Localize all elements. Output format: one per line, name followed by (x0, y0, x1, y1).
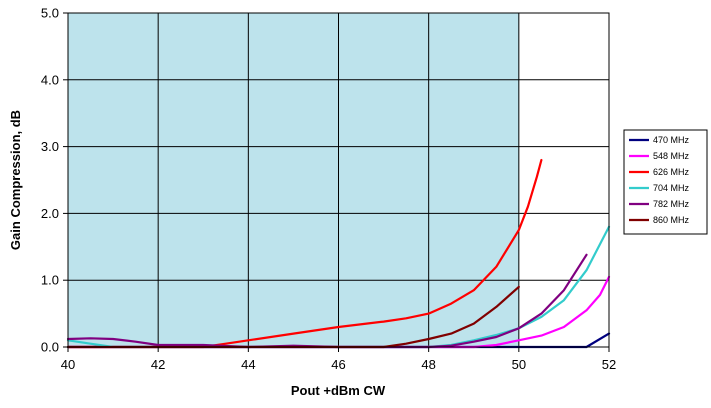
legend-label: 704 MHz (653, 183, 690, 193)
y-tick-label: 0.0 (41, 340, 59, 355)
x-tick-label: 48 (421, 357, 435, 372)
y-tick-label: 1.0 (41, 273, 59, 288)
plot-area (68, 13, 609, 347)
y-axis-label: Gain Compression, dB (8, 110, 23, 250)
x-tick-label: 46 (331, 357, 345, 372)
x-tick-label: 52 (602, 357, 616, 372)
legend: 470 MHz 548 MHz 626 MHz 704 MHz 782 MHz 860 M… (623, 129, 708, 235)
y-tick-label: 2.0 (41, 206, 59, 221)
x-tick-label: 42 (151, 357, 165, 372)
x-axis-label: Pout +dBm CW (291, 383, 386, 398)
legend-label: 782 MHz (653, 199, 690, 209)
legend-label: 626 MHz (653, 167, 690, 177)
legend-label: 548 MHz (653, 151, 690, 161)
y-tick-label: 5.0 (41, 6, 59, 21)
legend-label: 470 MHz (653, 135, 690, 145)
x-tick-label: 44 (241, 357, 255, 372)
legend-box (623, 129, 708, 235)
shaded-region (68, 13, 519, 347)
y-tick-label: 4.0 (41, 72, 59, 87)
x-tick-label: 40 (61, 357, 75, 372)
axes-group: 40 42 44 46 48 50 52 0.0 1.0 2.0 3.0 4.0 5.0 (41, 6, 616, 373)
x-tick-label: 50 (512, 357, 526, 372)
legend-label: 860 MHz (653, 215, 690, 225)
y-tick-label: 3.0 (41, 139, 59, 154)
